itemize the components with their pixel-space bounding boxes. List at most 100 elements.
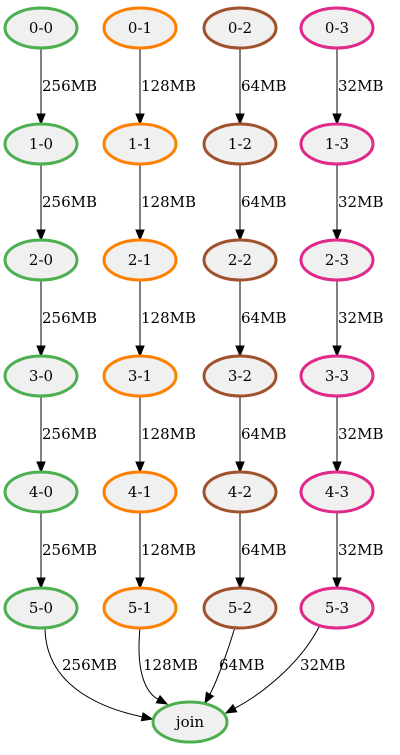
node-shape xyxy=(102,238,178,282)
graph-node: 3-2 xyxy=(202,354,278,398)
node-label: 1-0 xyxy=(29,135,53,153)
edge-label: 32MB xyxy=(338,541,383,559)
node-label: 3-2 xyxy=(228,367,252,385)
edge-label: 32MB xyxy=(338,77,383,95)
graph-node: 4-2 xyxy=(202,470,278,514)
node-shape xyxy=(102,586,178,630)
edge-label: 128MB xyxy=(141,193,196,211)
edge-label: 32MB xyxy=(338,309,383,327)
node-shape xyxy=(202,470,278,514)
edge-arrowhead xyxy=(235,113,245,126)
graph-node: 2-2 xyxy=(202,238,278,282)
graph-node: 0-0 xyxy=(3,6,79,50)
join-edge-arrowhead xyxy=(224,703,238,714)
node-shape xyxy=(299,6,375,50)
edge-label: 256MB xyxy=(42,193,97,211)
node-shape xyxy=(202,354,278,398)
edge-label: 64MB xyxy=(241,541,286,559)
node-label: 5-1 xyxy=(128,599,152,617)
node-shape xyxy=(3,122,79,166)
edge-arrowhead xyxy=(235,229,245,242)
graph-node: 0-3 xyxy=(299,6,375,50)
node-shape xyxy=(299,122,375,166)
graph-node: 5-0 xyxy=(3,586,79,630)
edge-label: 128MB xyxy=(141,309,196,327)
graph-node: 3-3 xyxy=(299,354,375,398)
edge-arrowhead xyxy=(332,577,342,590)
node-shape xyxy=(3,354,79,398)
node-shape xyxy=(3,586,79,630)
join-edge-line xyxy=(234,624,321,709)
graph-node: 2-0 xyxy=(3,238,79,282)
edge-arrowhead xyxy=(135,113,145,126)
join-edge-arrowhead xyxy=(140,712,154,722)
edge-label: 64MB xyxy=(241,193,286,211)
node-label: 2-2 xyxy=(228,251,252,269)
node-shape xyxy=(102,470,178,514)
edge-arrowhead xyxy=(135,345,145,358)
node-label: 2-1 xyxy=(128,251,152,269)
node-label: 2-3 xyxy=(325,251,349,269)
node-shape xyxy=(102,122,178,166)
node-label: 5-0 xyxy=(29,599,53,617)
edge-arrowhead xyxy=(332,461,342,474)
graph-node: 2-3 xyxy=(299,238,375,282)
node-label: 4-1 xyxy=(128,483,152,501)
edge-arrowhead xyxy=(135,577,145,590)
node-label: 5-3 xyxy=(325,599,349,617)
node-shape xyxy=(202,6,278,50)
node-label: 0-0 xyxy=(29,19,53,37)
edge-label: 64MB xyxy=(241,425,286,443)
edge-label: 32MB xyxy=(338,425,383,443)
edge-arrowhead xyxy=(332,345,342,358)
graph-node: 1-1 xyxy=(102,122,178,166)
graph-node: 3-0 xyxy=(3,354,79,398)
graph-node: 5-3 xyxy=(299,586,375,630)
node-shape xyxy=(299,238,375,282)
edge-arrowhead xyxy=(36,577,46,590)
node-label: 0-3 xyxy=(325,19,349,37)
node-label: 0-1 xyxy=(128,19,152,37)
edge-arrowhead xyxy=(36,229,46,242)
node-label: 5-2 xyxy=(228,599,252,617)
edge-label: 256MB xyxy=(42,77,97,95)
graph-node: 0-1 xyxy=(102,6,178,50)
node-label: 3-0 xyxy=(29,367,53,385)
join-edge-line xyxy=(138,627,159,700)
graph-node: 1-2 xyxy=(202,122,278,166)
edge-arrowhead xyxy=(235,461,245,474)
join-edge-label: 32MB xyxy=(300,656,345,674)
node-label: 3-3 xyxy=(325,367,349,385)
join-edge-label: 128MB xyxy=(143,656,198,674)
edge-arrowhead xyxy=(235,577,245,590)
join-node-shape xyxy=(151,700,229,744)
graph-node: 5-2 xyxy=(202,586,278,630)
graph-node: 3-1 xyxy=(102,354,178,398)
node-shape xyxy=(3,6,79,50)
edge-arrowhead xyxy=(36,345,46,358)
node-shape xyxy=(102,6,178,50)
node-label: 0-2 xyxy=(228,19,252,37)
edge-label: 128MB xyxy=(141,77,196,95)
node-label: 4-0 xyxy=(29,483,53,501)
node-shape xyxy=(202,586,278,630)
node-shape xyxy=(3,238,79,282)
graph-node: 2-1 xyxy=(102,238,178,282)
edge-arrowhead xyxy=(332,113,342,126)
node-label: 1-2 xyxy=(228,135,252,153)
node-label: 1-3 xyxy=(325,135,349,153)
node-label: 4-3 xyxy=(325,483,349,501)
graph-node: 4-0 xyxy=(3,470,79,514)
join-node-label: join xyxy=(174,713,204,731)
edge-arrowhead xyxy=(332,229,342,242)
edge-label: 256MB xyxy=(42,541,97,559)
node-label: 1-1 xyxy=(128,135,152,153)
edge-arrowhead xyxy=(135,229,145,242)
edge-label: 32MB xyxy=(338,193,383,211)
node-shape xyxy=(299,586,375,630)
edge-arrowhead xyxy=(36,113,46,126)
node-shape xyxy=(299,354,375,398)
join-node: join xyxy=(151,700,229,744)
